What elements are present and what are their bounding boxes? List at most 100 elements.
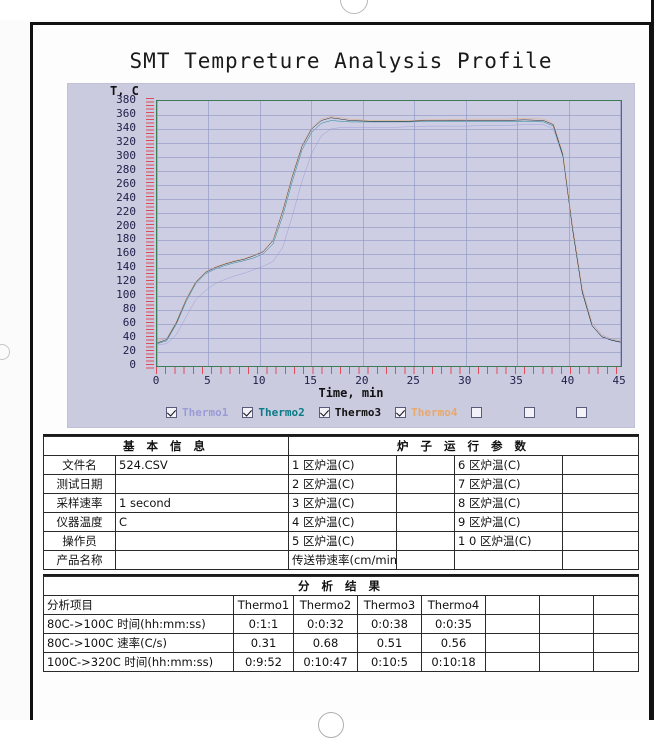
analysis-results-table-wrap: 分 析 结 果分析项目 Thermo1 Thermo2 Thermo3 Thermo4 8… [43,574,639,672]
gridline-vertical [568,101,570,366]
basic-info-header: 基 本 信 息 [43,436,289,456]
x-tick-label: 30 [458,374,472,387]
x-tick-label: 25 [406,374,420,387]
furnace-zone-value[interactable] [396,512,455,532]
table-row: 仪器温度 C [43,512,289,532]
x-tick-label: 5 [204,374,211,387]
plot-area [156,100,622,367]
y-tick-label: 260 [116,176,136,190]
basic-info-label: 采样速率 [43,493,116,513]
results-value [539,614,594,634]
legend-checkbox[interactable] [523,406,535,418]
table-row: 80C->100C 速率(C/s) 0.31 0.68 0.51 0.56 [43,633,639,653]
furnace-zone-value[interactable] [562,474,639,494]
gridline-horizontal [157,142,621,144]
x-tick-label: 20 [355,374,369,387]
basic-info-label: 操作员 [43,531,116,551]
results-value: 0.68 [293,633,358,653]
info-tables-row: 基 本 信 息文件名 524.CSV 测试日期 采样速率 1 second 仪器温度 C 操作… [43,434,639,570]
furnace-zone-label: 8 区炉温(C) [454,493,563,513]
legend-spacer [554,412,576,413]
x-tick-label: 40 [561,374,575,387]
x-tick-label: 15 [303,374,317,387]
results-value: 0.31 [233,633,294,653]
gridline-horizontal [157,198,621,200]
page-title: SMT Tempreture Analysis Profile [129,49,553,73]
results-item-label: 80C->100C 速率(C/s) [43,633,234,653]
gridline-horizontal [157,114,621,116]
x-tick-label: 0 [152,374,160,387]
results-value: 0:10:5 [357,652,422,672]
y-tick-label: 300 [116,148,136,162]
basic-info-header-row: 基 本 信 息 [43,436,289,456]
table-row: 4 区炉温(C) 9 区炉温(C) [288,512,639,532]
gridline-horizontal [157,268,621,270]
legend-checkbox[interactable] [575,406,587,418]
basic-info-value[interactable] [115,550,289,570]
basic-info-label: 文件名 [43,455,116,475]
furnace-zone-value[interactable] [562,550,639,570]
furnace-zone-value[interactable] [562,531,639,551]
y-tick-label: 100 [116,288,136,302]
curve-thermo3 [157,118,621,343]
thermocouple-curves [157,101,621,366]
table-row: 5 区炉温(C) 1 0 区炉温(C) [288,531,639,551]
furnace-params-header: 炉 子 运 行 参 数 [288,436,639,456]
table-row: 产品名称 [43,550,289,570]
legend-checkbox-thermo1[interactable] [166,406,177,418]
legend-checkbox[interactable] [471,406,483,418]
legend-item-empty-0[interactable] [471,406,487,418]
legend-item-thermo1[interactable]: Thermo1 [166,406,228,419]
gridline-horizontal [157,212,621,214]
chart-legend: Thermo1 Thermo2 Thermo3 Thermo4 [166,402,628,422]
furnace-zone-value[interactable] [396,493,455,513]
legend-item-thermo4[interactable]: Thermo4 [395,406,457,419]
results-value: 0:1:1 [233,614,294,634]
furnace-zone-value[interactable] [562,493,639,513]
results-column-header-row: 分析项目 Thermo1 Thermo2 Thermo3 Thermo4 [43,595,639,615]
furnace-zone-value[interactable] [396,550,455,570]
basic-info-label: 测试日期 [43,474,116,494]
furnace-zone-label: 5 区炉温(C) [288,531,397,551]
gridline-horizontal [157,296,621,298]
table-row: 操作员 [43,531,289,551]
gridline-vertical [208,101,210,366]
legend-checkbox-thermo2[interactable] [242,406,254,418]
x-axis-title: Time, min [318,386,384,400]
legend-item-empty-2[interactable] [575,406,592,418]
basic-info-label: 产品名称 [43,550,116,570]
legend-item-thermo3[interactable]: Thermo3 [318,405,382,419]
furnace-zone-value[interactable] [396,455,455,475]
results-value: 0:0:38 [357,614,422,634]
basic-info-value[interactable]: 1 second [115,493,289,513]
legend-label: Thermo3 [334,405,382,419]
furnace-zone-label: 6 区炉温(C) [454,455,563,475]
y-tick-label: 380 [116,93,136,106]
legend-checkbox-thermo3[interactable] [318,406,330,418]
results-value [485,633,540,653]
legend-label: Thermo1 [182,405,229,419]
y-tick-label: 120 [116,274,136,288]
results-column-header: Thermo2 [293,595,358,615]
legend-item-thermo2[interactable]: Thermo2 [242,406,305,419]
basic-info-value[interactable]: 524.CSV [115,455,289,475]
table-row: 1 区炉温(C) 6 区炉温(C) [288,455,639,475]
legend-checkbox-thermo4[interactable] [395,406,407,418]
furnace-zone-value[interactable] [562,455,639,475]
furnace-zone-value[interactable] [396,531,455,551]
furnace-zone-value[interactable] [562,512,639,532]
legend-item-empty-1[interactable] [523,406,540,418]
y-tick-label: 200 [116,218,136,232]
furnace-zone-value[interactable] [396,474,455,494]
gridline-horizontal [157,240,621,242]
gridline-vertical [259,101,261,366]
analysis-results-table: 分 析 结 果分析项目 Thermo1 Thermo2 Thermo3 Thermo4 8… [43,576,639,672]
results-value [539,633,594,653]
basic-info-value[interactable] [115,531,289,551]
basic-info-value[interactable] [115,474,289,494]
table-row: 2 区炉温(C) 7 区炉温(C) [288,474,639,494]
results-value: 0.51 [357,633,422,653]
results-value: 0:0:32 [293,614,358,634]
basic-info-value[interactable]: C [115,512,289,532]
